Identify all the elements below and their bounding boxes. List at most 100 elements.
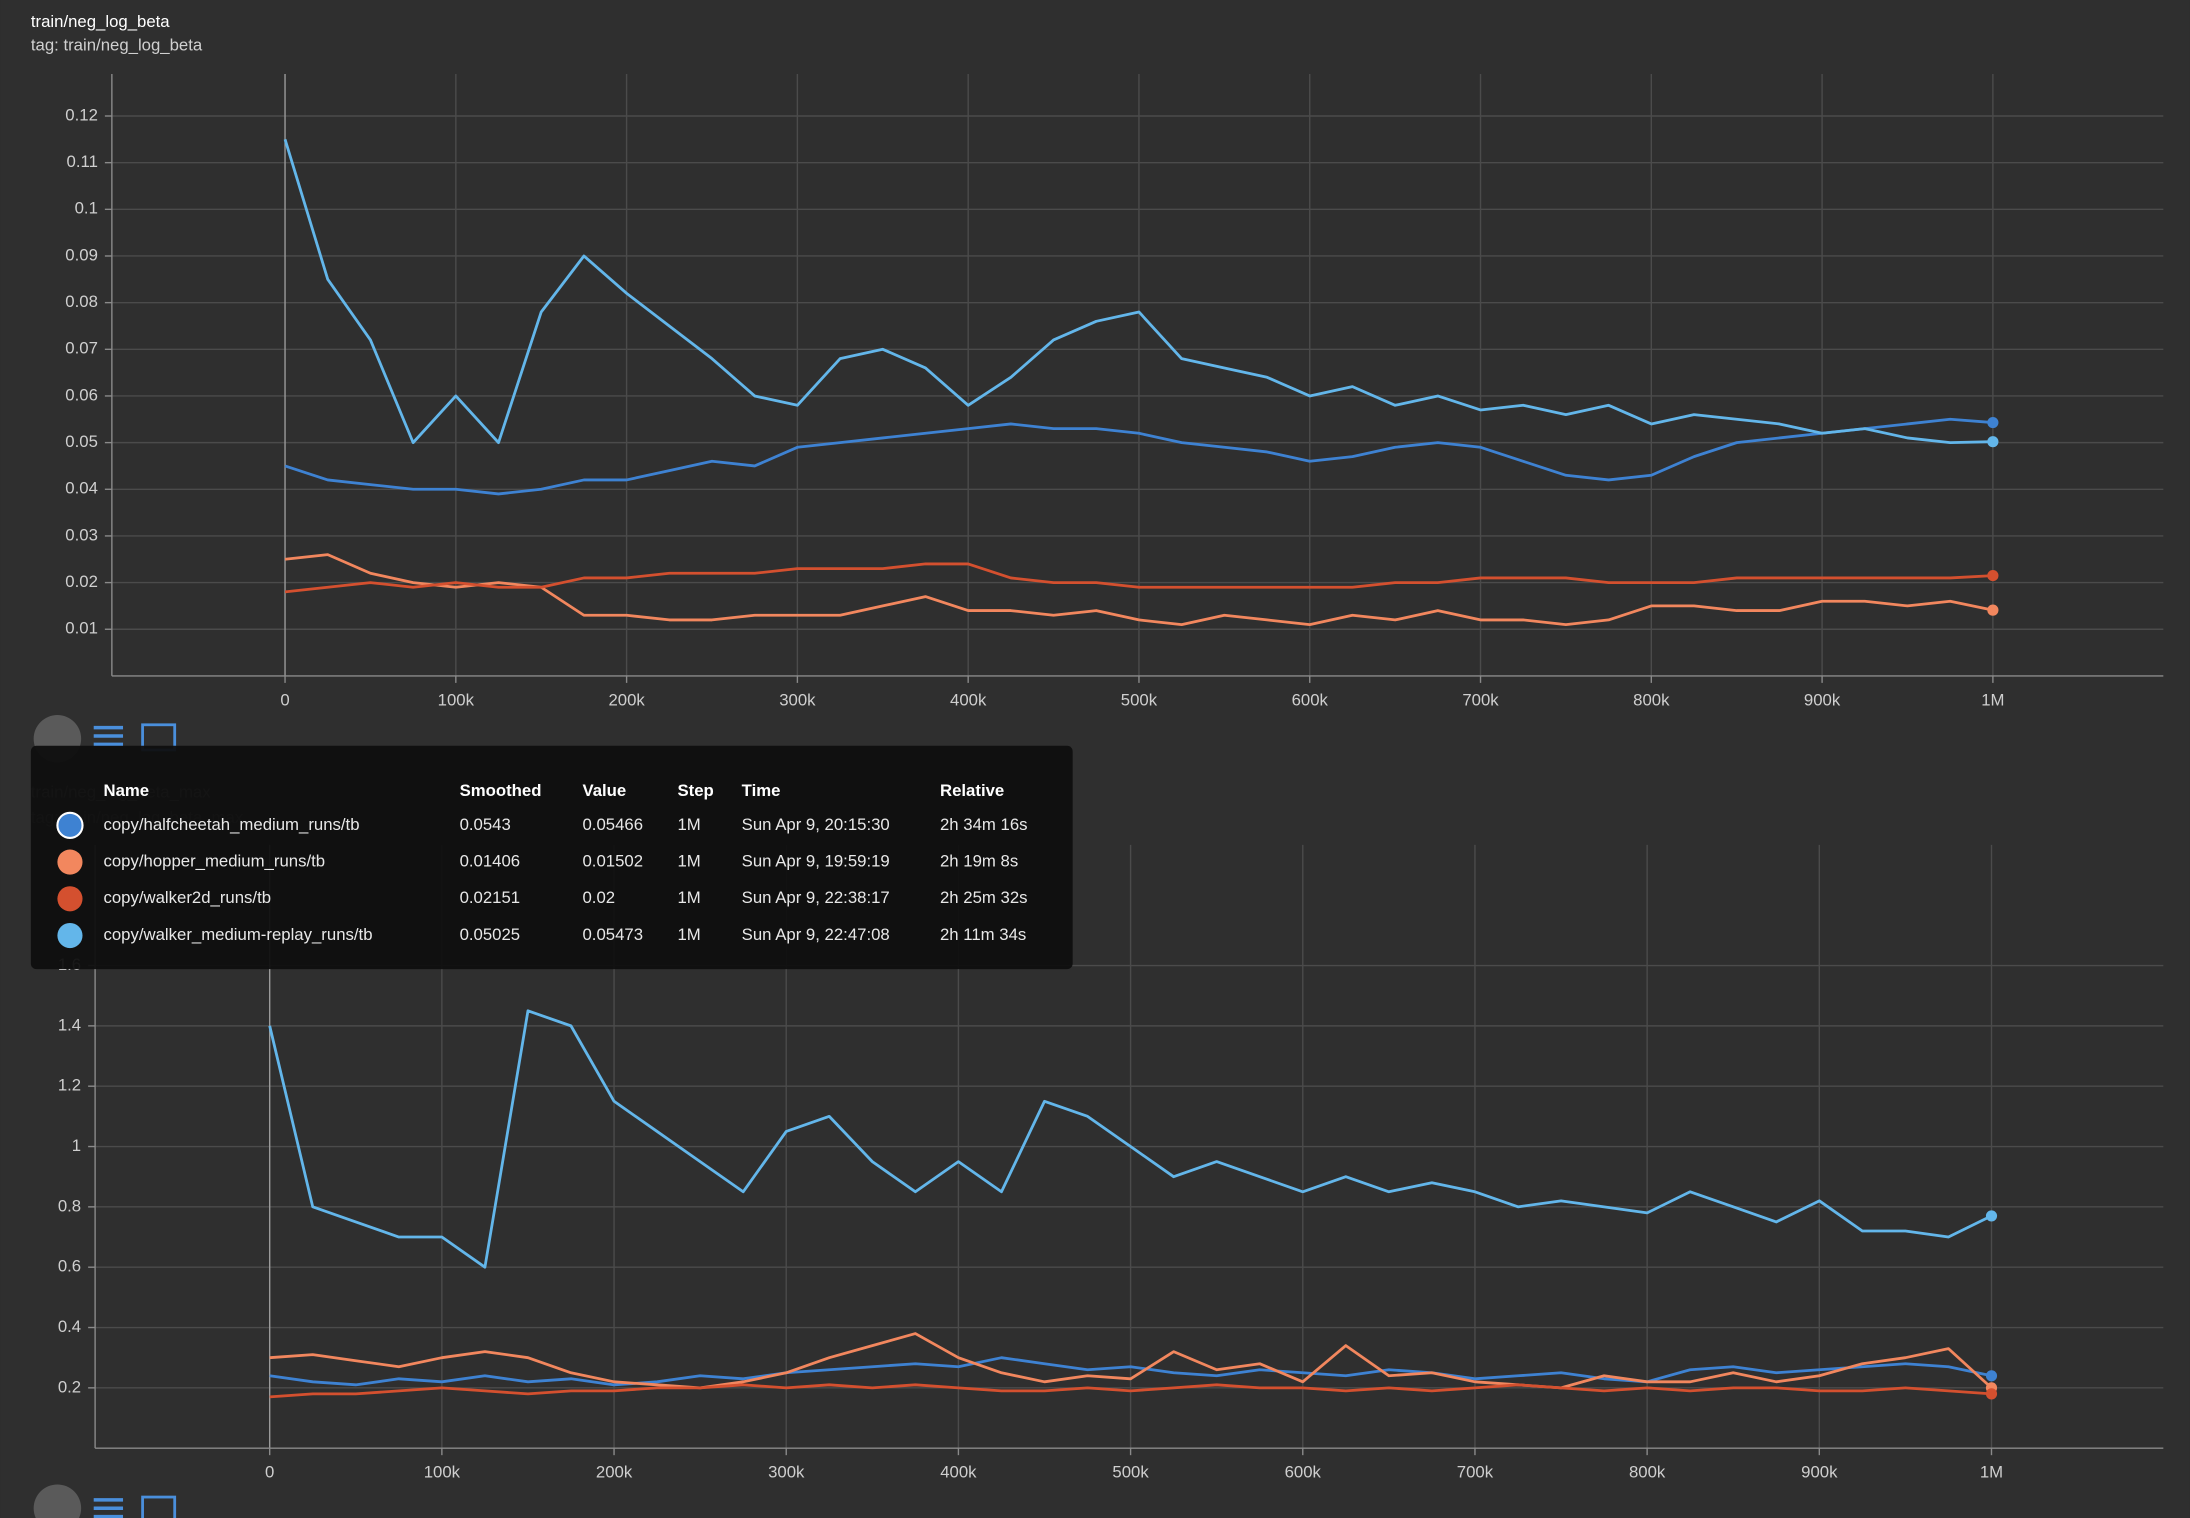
fullscreen-button[interactable] xyxy=(33,1484,82,1518)
run-swatch xyxy=(57,849,83,875)
cell: 2h 11m 34s xyxy=(940,925,1026,944)
cell: 0.02151 xyxy=(460,888,521,907)
cell: 0.01502 xyxy=(582,851,643,870)
end-point xyxy=(1987,416,1999,429)
run-swatch xyxy=(57,922,83,949)
cell: copy/walker_medium-replay_runs/tb xyxy=(103,925,372,944)
tooltip-background xyxy=(30,745,1073,970)
x-tick-label: 900k xyxy=(1804,690,1841,709)
x-tick-label: 600k xyxy=(1285,1463,1322,1482)
cell: 1M xyxy=(677,888,700,907)
x-tick-label: 900k xyxy=(1801,1463,1838,1482)
cell: 2h 34m 16s xyxy=(940,815,1028,834)
series-line xyxy=(268,1009,1993,1269)
cell: copy/hopper_medium_runs/tb xyxy=(103,851,325,870)
column-header: Step xyxy=(677,781,713,800)
y-tick-label: 0.01 xyxy=(65,619,98,638)
y-tick-label: 0.1 xyxy=(75,199,98,218)
y-tick-label: 0.11 xyxy=(67,152,98,171)
end-point xyxy=(1985,1210,1998,1222)
chart-subtitle: tag: train/neg_log_beta xyxy=(31,36,203,55)
x-tick-label: 700k xyxy=(1457,1463,1494,1482)
cell: Sun Apr 9, 19:59:19 xyxy=(742,851,890,870)
x-tick-label: 300k xyxy=(779,690,816,709)
x-tick-label: 800k xyxy=(1629,1463,1666,1482)
chart-title: train/neg_log_beta xyxy=(31,12,170,31)
end-point xyxy=(1987,436,1999,448)
y-tick-label: 0.08 xyxy=(65,292,98,311)
column-header: Value xyxy=(582,781,626,800)
list-button[interactable] xyxy=(93,725,124,747)
x-tick-label: 700k xyxy=(1462,690,1499,709)
run-swatch xyxy=(56,811,84,839)
cell: copy/halfcheetah_medium_runs/tb xyxy=(103,815,359,834)
cell: Sun Apr 9, 22:38:17 xyxy=(742,888,890,907)
cell: 0.05466 xyxy=(582,815,643,834)
x-tick-label: 500k xyxy=(1121,690,1158,709)
end-point xyxy=(1987,570,1999,582)
y-tick-label: 0.03 xyxy=(65,525,98,544)
y-tick-label: 0.4 xyxy=(58,1317,81,1336)
run-swatch xyxy=(57,886,83,912)
chart: train/neg_log_beta_maxtag: train/neg_log… xyxy=(31,783,2164,1482)
x-tick-label: 400k xyxy=(940,1463,977,1482)
x-tick-label: 400k xyxy=(950,690,987,709)
y-tick-label: 0.2 xyxy=(58,1377,81,1396)
x-tick-label: 0 xyxy=(280,690,289,709)
list-button[interactable] xyxy=(93,1498,124,1518)
y-tick-label: 0.07 xyxy=(65,339,98,358)
y-tick-label: 0.6 xyxy=(58,1257,81,1276)
y-tick-label: 0.8 xyxy=(58,1196,81,1215)
x-tick-label: 100k xyxy=(438,690,475,709)
fit-button[interactable] xyxy=(141,1495,177,1518)
x-tick-label: 500k xyxy=(1112,1463,1149,1482)
cell: 1M xyxy=(677,925,700,944)
y-tick-label: 0.04 xyxy=(65,479,98,498)
series-line xyxy=(284,562,1993,594)
y-tick-label: 1 xyxy=(72,1136,81,1155)
x-tick-label: 200k xyxy=(596,1463,633,1482)
cell: 0.05025 xyxy=(460,925,521,944)
cell: 0.01406 xyxy=(460,851,521,870)
series-line xyxy=(283,138,1993,445)
cell: 2h 25m 32s xyxy=(940,888,1028,907)
y-tick-label: 1.2 xyxy=(58,1076,81,1095)
series-line xyxy=(269,1383,1992,1399)
y-tick-label: 1.4 xyxy=(58,1015,81,1034)
y-tick-label: 0.02 xyxy=(65,572,98,591)
x-tick-label: 600k xyxy=(1292,690,1329,709)
series-line xyxy=(284,417,1993,496)
tooltip: Name Smoothed Value Step Time Relative copy/ha… xyxy=(30,745,1073,970)
x-tick-label: 1M xyxy=(1980,1463,2003,1482)
x-tick-label: 800k xyxy=(1633,690,1670,709)
y-tick-label: 0.12 xyxy=(65,105,98,124)
cell: Sun Apr 9, 22:47:08 xyxy=(742,925,890,944)
end-point xyxy=(1985,1370,1998,1382)
column-header: Time xyxy=(742,781,781,800)
end-point xyxy=(1985,1388,1998,1400)
cell: 0.02 xyxy=(582,888,615,907)
cell: 1M xyxy=(677,815,700,834)
x-tick-label: 200k xyxy=(608,690,645,709)
y-tick-label: 0.09 xyxy=(65,245,98,264)
y-tick-label: 0.06 xyxy=(65,385,98,404)
series-line xyxy=(269,1332,1993,1390)
end-point xyxy=(1987,604,1999,616)
toolbar xyxy=(33,1484,177,1518)
column-header: Smoothed xyxy=(460,781,542,800)
cell: copy/walker2d_runs/tb xyxy=(103,888,271,907)
column-header: Name xyxy=(103,781,149,800)
cell: 0.05473 xyxy=(582,925,643,944)
series-line xyxy=(269,1356,1992,1387)
cell: Sun Apr 9, 20:15:30 xyxy=(742,815,890,834)
x-tick-label: 1M xyxy=(1981,690,2004,709)
cell: 0.0543 xyxy=(460,815,511,834)
cell: 1M xyxy=(677,851,700,870)
cell: 2h 19m 8s xyxy=(940,851,1018,870)
y-tick-label: 0.05 xyxy=(65,432,98,451)
series-line xyxy=(284,553,1994,626)
x-tick-label: 300k xyxy=(768,1463,805,1482)
x-tick-label: 100k xyxy=(424,1463,461,1482)
